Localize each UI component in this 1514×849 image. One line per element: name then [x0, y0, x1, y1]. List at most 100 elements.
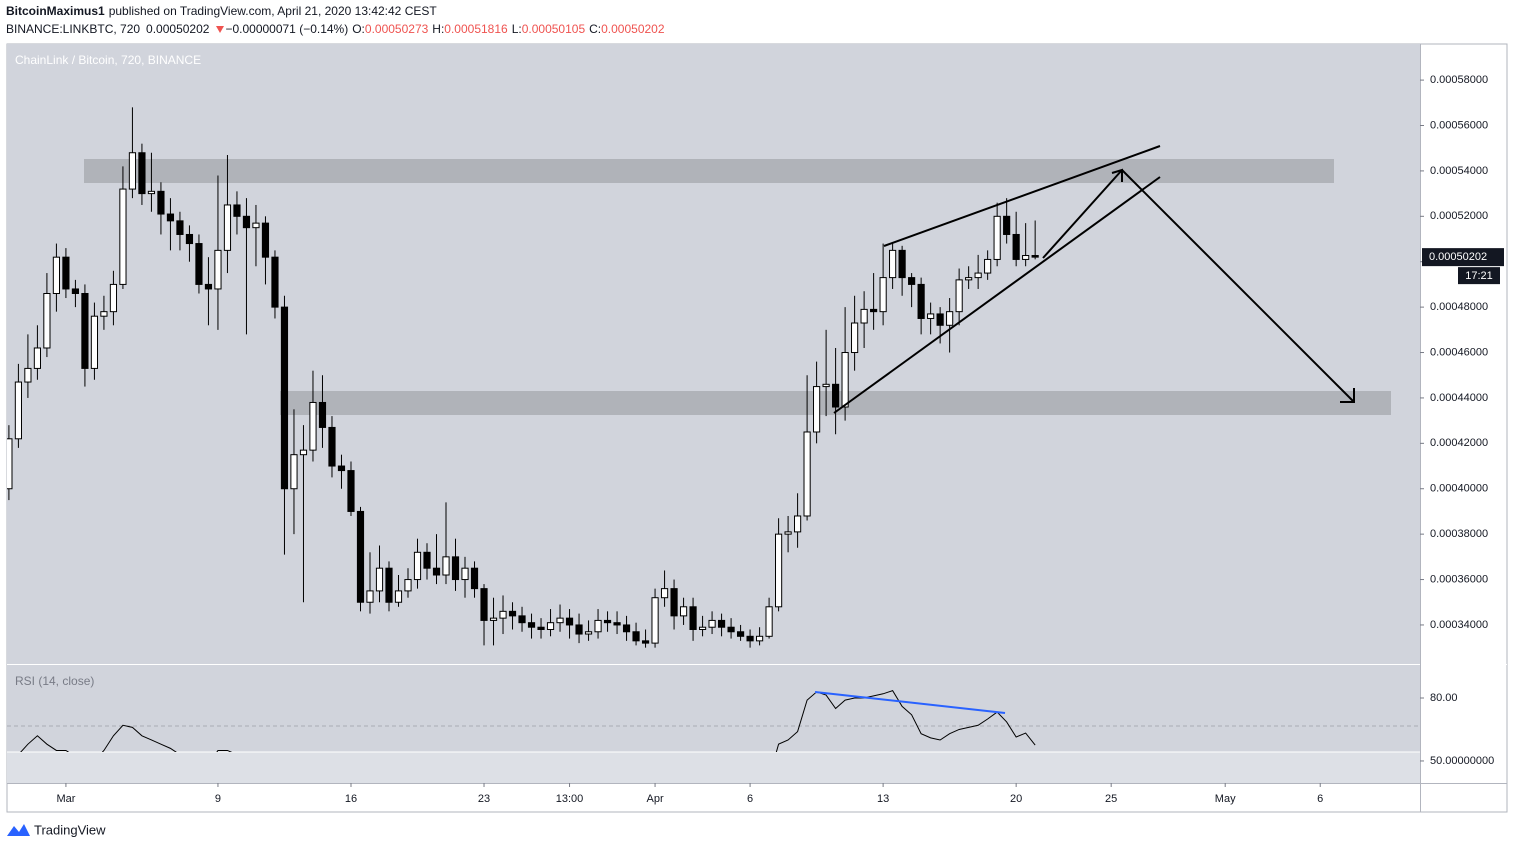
candle-body — [965, 277, 973, 281]
candle-body — [946, 311, 954, 326]
tradingview-logo — [7, 824, 30, 836]
candle-body — [603, 619, 612, 624]
candle-body — [727, 626, 735, 633]
candle-body — [851, 322, 859, 354]
candle-body — [660, 588, 669, 599]
footer-brand: TradingView — [34, 822, 106, 837]
l-value: 0.00050105 — [522, 22, 586, 36]
candle-body — [908, 277, 916, 285]
candle-body — [594, 619, 602, 633]
candle-body — [641, 640, 650, 644]
candle-body — [461, 567, 469, 581]
candle-body — [100, 311, 108, 317]
rsi-y-tick-label: 80.00 — [1430, 692, 1458, 704]
candle-body — [119, 188, 127, 285]
candle-body — [176, 220, 184, 235]
rsi-divergence — [814, 691, 1006, 714]
candle-body — [1003, 215, 1011, 235]
candle-body — [508, 610, 517, 617]
candle-body — [413, 551, 422, 581]
candle-body — [81, 292, 89, 369]
candle-body — [632, 631, 640, 642]
candle-body — [584, 631, 593, 635]
rsi-pane-lower — [7, 752, 1420, 783]
countdown-label: 17:21 — [1465, 270, 1493, 282]
candle-body — [347, 470, 355, 512]
candle-body — [613, 622, 621, 626]
down-arrow-icon — [216, 26, 224, 33]
candle-body — [157, 190, 165, 215]
candle-body — [442, 556, 450, 576]
candle-body — [984, 258, 992, 274]
candle-body — [166, 213, 175, 222]
candle-body — [575, 624, 583, 635]
candle-body — [290, 454, 298, 490]
arrow-up — [1042, 169, 1123, 259]
candle-body — [394, 590, 403, 603]
y-tick-label: 0.00042000 — [1430, 437, 1488, 449]
candle-body — [917, 283, 925, 319]
countdown-box — [1458, 267, 1500, 285]
candle-body — [1031, 255, 1039, 258]
candle-body — [717, 619, 726, 628]
candle-body — [813, 386, 821, 433]
rsi-pane — [7, 665, 1420, 752]
x-tick-label: Apr — [646, 793, 663, 805]
candle-body — [480, 588, 488, 621]
x-tick-label: May — [1215, 793, 1236, 805]
candle-body — [309, 401, 317, 451]
y-tick-label: 0.00034000 — [1430, 619, 1488, 631]
candle-body — [62, 256, 70, 290]
drawings — [833, 145, 1355, 414]
c-label: C: — [589, 22, 601, 36]
h-label: H: — [432, 22, 444, 36]
y-tick-label: 0.00038000 — [1430, 528, 1488, 540]
candle-body — [337, 465, 346, 472]
candle-body — [670, 588, 678, 617]
candle-body — [470, 567, 479, 590]
last-price-box — [1422, 248, 1504, 267]
x-tick-label: Mar — [56, 793, 75, 805]
candle-body — [24, 367, 32, 383]
candle-body — [832, 383, 840, 408]
change: −0.00000071 (−0.14%) — [225, 22, 348, 36]
y-tick-label: 0.00056000 — [1430, 119, 1488, 131]
candle-body — [252, 222, 260, 229]
candle-body — [622, 624, 631, 633]
candle-body — [841, 352, 849, 408]
x-tick-label: 25 — [1105, 793, 1117, 805]
y-tick-label: 0.00054000 — [1430, 165, 1488, 177]
candle-body — [328, 426, 336, 467]
candle-body — [679, 606, 688, 617]
candle-body — [993, 215, 1001, 260]
candle-body — [556, 617, 564, 624]
candle-body — [375, 567, 384, 592]
o-value: 0.00050273 — [365, 22, 429, 36]
x-tick-label: 16 — [345, 793, 357, 805]
candle-body — [527, 622, 536, 628]
arrow-down-head — [1340, 388, 1355, 403]
arrow-down — [1121, 169, 1355, 403]
candle-body — [261, 222, 270, 258]
publisher-line: BitcoinMaximus1 published on TradingView.… — [6, 4, 437, 18]
x-tick-label: 9 — [215, 793, 221, 805]
candle-body — [71, 288, 80, 294]
symbol-line: BINANCE:LINKBTC, 720 0.00050202 −0.0000007… — [6, 22, 665, 36]
candle-body — [775, 533, 783, 608]
candle-body — [214, 249, 222, 290]
author: BitcoinMaximus1 — [6, 4, 105, 18]
candle-body — [33, 347, 41, 369]
candle-body — [870, 308, 878, 313]
candle-body — [755, 635, 764, 642]
candle-body — [822, 383, 830, 388]
candle-body — [794, 515, 802, 533]
candle-body — [518, 615, 526, 624]
candle-body — [242, 215, 251, 229]
y-tick-label: 0.00052000 — [1430, 210, 1488, 222]
candle-body — [803, 431, 811, 517]
candle-body — [109, 283, 118, 313]
c-value: 0.00050202 — [601, 22, 665, 36]
rsi-y-tick-label: 50.00000000 — [1430, 755, 1494, 767]
axes: 0.00058000 0.00056000 0.00054000 0.00052000… — [56, 74, 1504, 805]
